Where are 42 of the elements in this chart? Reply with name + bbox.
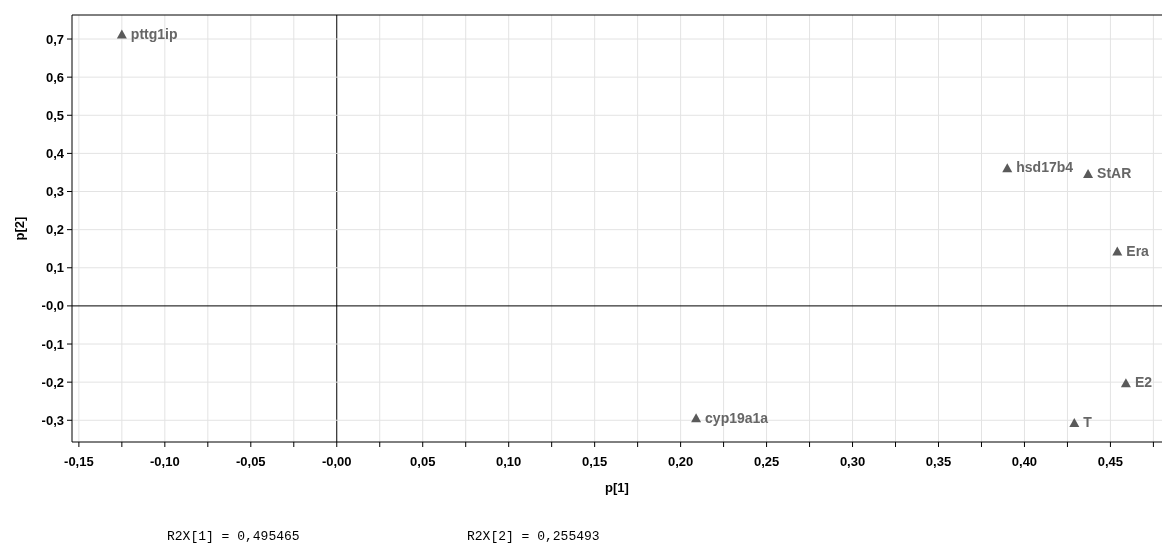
annotation: StAR <box>1097 165 1132 182</box>
annotation: T <box>1083 414 1093 431</box>
y-tick-label: 0,4 <box>45 145 65 161</box>
annotation: cyp19a1a <box>705 409 769 426</box>
y-tick-label: 0,2 <box>45 222 64 238</box>
x-axis-title: p[1] <box>605 480 629 495</box>
point <box>691 413 702 423</box>
point <box>1112 246 1123 256</box>
point <box>1120 378 1131 388</box>
annotation: hsd17b4 <box>1016 159 1074 176</box>
y-tick-label: 0,3 <box>45 184 64 200</box>
x-tick-label: 0,20 <box>667 454 694 469</box>
x-tick-label: 0,15 <box>581 454 608 469</box>
y-tick-label: -0,0 <box>41 298 64 314</box>
y-tick-label: 0,6 <box>45 69 64 85</box>
x-tick-label: 0,35 <box>925 454 952 469</box>
point <box>116 29 127 39</box>
x-tick-label: -0,00 <box>321 454 352 469</box>
y-tick-label: -0,1 <box>41 336 64 352</box>
point <box>1069 417 1080 427</box>
y-axis-title: p[2] <box>12 216 27 241</box>
x-tick-label: -0,10 <box>150 454 180 469</box>
point <box>1002 163 1013 173</box>
x-tick-label: -0,05 <box>235 454 266 469</box>
y-tick-label: 0,5 <box>45 107 64 123</box>
y-tick-label: -0,3 <box>41 412 64 428</box>
y-tick-label: 0,7 <box>45 31 64 47</box>
y-tick-label: 0,1 <box>45 260 64 276</box>
annotation: pttg1ip <box>130 25 178 42</box>
x-tick-label: 0,30 <box>839 454 866 469</box>
x-tick-label: 0,10 <box>496 454 522 469</box>
x-tick-label: 0,45 <box>1097 454 1124 469</box>
y-tick-label: -0,2 <box>41 374 64 390</box>
point <box>1083 168 1094 178</box>
x-tick-label: 0,40 <box>1011 454 1038 469</box>
text: R2X[1] = 0,495465 <box>167 529 300 544</box>
text: R2X[2] = 0,255493 <box>467 529 600 544</box>
annotation: E2 <box>1134 374 1153 391</box>
x-tick-label: -0,15 <box>64 454 94 469</box>
annotation: Era <box>1126 242 1150 259</box>
x-tick-label: 0,25 <box>753 454 780 469</box>
x-tick-label: 0,05 <box>410 454 436 469</box>
